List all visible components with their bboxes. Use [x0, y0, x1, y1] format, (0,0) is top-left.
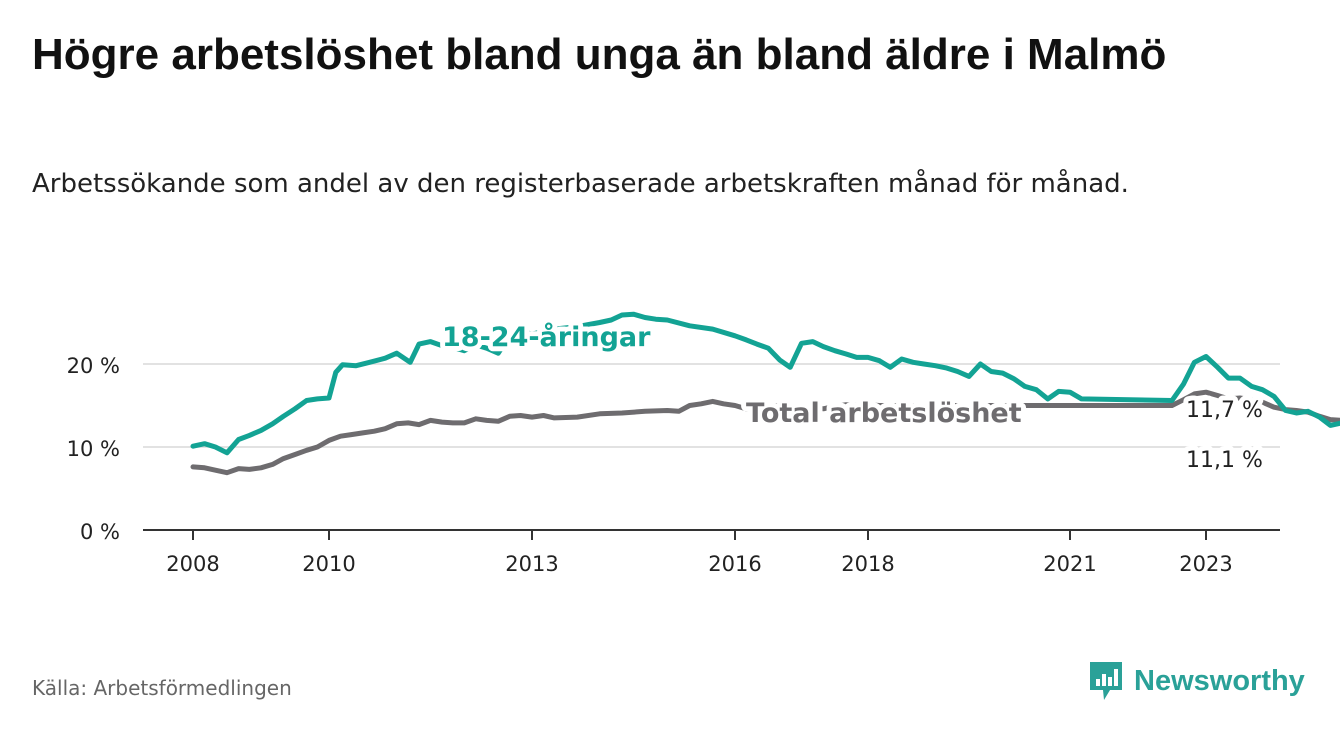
gridlines — [143, 363, 1280, 448]
newsworthy-brand[interactable]: Newsworthy — [1088, 660, 1305, 702]
series-line — [190, 311, 1340, 456]
y-tick-label: 10 % — [67, 437, 120, 461]
series-lines — [190, 311, 1340, 476]
newsworthy-logo-icon — [1090, 662, 1122, 700]
series-labels: 18-24-åringar Total arbetslöshet 11,7 % 11,… — [437, 316, 1268, 478]
x-tick-label: 2010 — [302, 552, 355, 576]
x-tick-label: 2021 — [1043, 552, 1096, 576]
end-value-total: 11,7 % — [1186, 398, 1263, 423]
end-value-youth: 11,1 % — [1186, 448, 1263, 473]
y-tick-label: 0 % — [80, 520, 120, 544]
source-note: Källa: Arbetsförmedlingen — [32, 676, 292, 700]
axes: 0 % 10 % 20 % 2008 2010 2013 2016 2018 2021 2023 — [67, 354, 1280, 576]
x-tick-label: 2008 — [166, 552, 219, 576]
chart-subtitle: Arbetssökande som andel av den registerb… — [32, 169, 1129, 199]
chart-title: Högre arbetslöshet bland unga än bland ä… — [32, 30, 1167, 79]
x-tick-label: 2018 — [841, 552, 894, 576]
x-tick-label: 2016 — [708, 552, 761, 576]
x-tick-label: 2013 — [505, 552, 558, 576]
series-label-total: Total arbetslöshet — [746, 398, 1022, 429]
brand-name: Newsworthy — [1134, 664, 1305, 697]
x-tick-label: 2023 — [1179, 552, 1232, 576]
line-chart: 0 %10 %20 %2008 2010 2013 2016 2018 2021 2023 … — [67, 311, 1340, 576]
y-tick-label: 20 % — [67, 354, 120, 378]
series-label-youth: 18-24-åringar — [442, 321, 651, 353]
